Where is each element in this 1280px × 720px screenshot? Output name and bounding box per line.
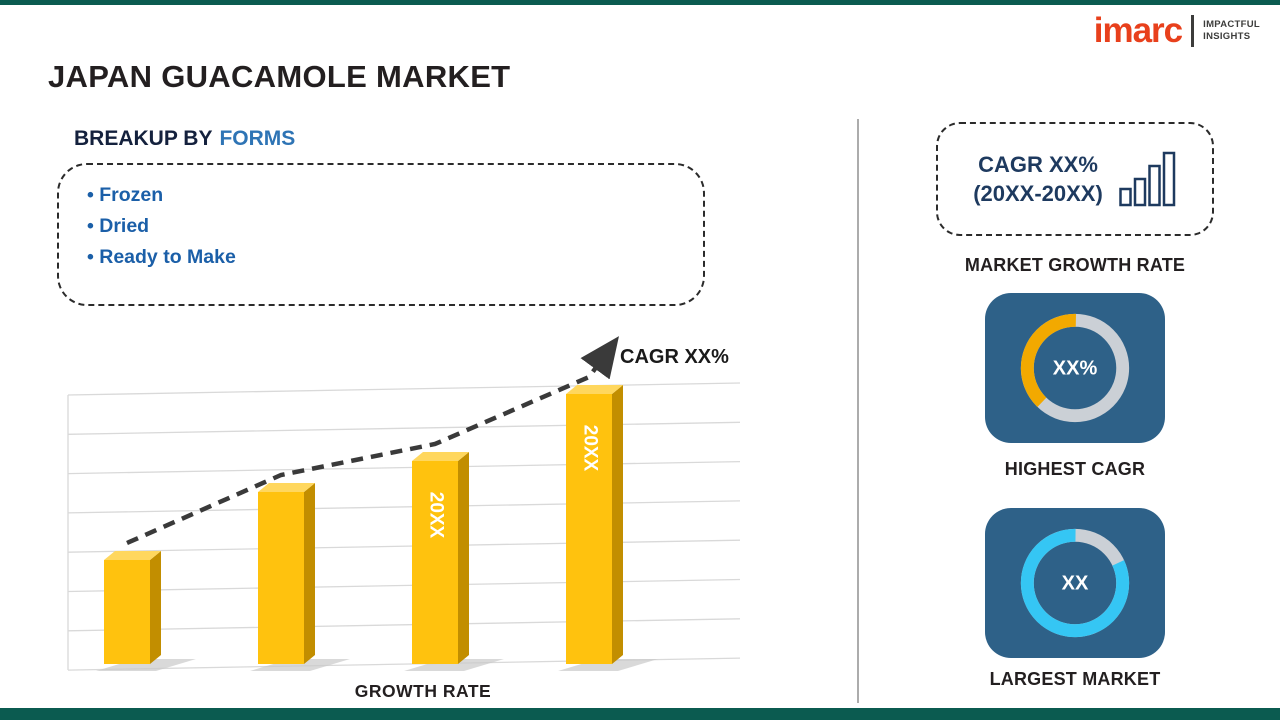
bar <box>258 492 304 664</box>
highest-cagr-label: HIGHEST CAGR <box>1004 459 1146 479</box>
bottom-accent-strip <box>0 708 1280 720</box>
gridline <box>67 618 741 632</box>
gridline <box>67 421 741 435</box>
vertical-divider <box>857 119 859 703</box>
logo-divider <box>1191 15 1195 47</box>
bar-side <box>458 452 469 664</box>
gridline <box>67 460 741 475</box>
breakup-forms-list: Frozen Dried Ready to Make <box>87 180 675 273</box>
market-growth-rate-label: MARKET GROWTH RATE <box>964 255 1186 275</box>
trend-cagr-label: CAGR XX% <box>620 346 729 368</box>
donut-center-value: XX <box>1062 573 1089 595</box>
page-title: JAPAN GUACAMOLE MARKET <box>48 59 511 94</box>
bar-shadow <box>250 659 350 671</box>
gridline <box>67 539 741 553</box>
donut-center-value: XX% <box>1053 358 1098 380</box>
logo-brand-text: imarc <box>1093 11 1183 51</box>
bar-side <box>612 385 623 664</box>
bar-label: 20XX <box>580 425 601 472</box>
bar-side <box>304 483 315 664</box>
bar-shadow <box>96 659 196 671</box>
list-item-ready-to-make: Ready to Make <box>87 242 675 273</box>
breakup-heading: BREAKUP BY FORMS <box>74 127 295 151</box>
list-item-dried: Dried <box>87 211 675 242</box>
logo-tagline: IMPACTFUL INSIGHTS <box>1203 19 1260 44</box>
bar-side <box>150 551 161 664</box>
bar-top <box>566 385 623 394</box>
list-item-frozen: Frozen <box>87 180 675 211</box>
cagr-box: CAGR XX% (20XX-20XX) <box>936 122 1214 236</box>
bar-shadow <box>404 659 504 671</box>
bar-label: 20XX <box>426 492 447 539</box>
top-accent-strip <box>0 0 1280 5</box>
breakup-forms-box: Frozen Dried Ready to Make <box>57 163 705 306</box>
bar-top <box>258 483 315 492</box>
bar-top <box>104 551 161 560</box>
donut-arc <box>1020 313 1130 423</box>
imarc-logo: imarc IMPACTFUL INSIGHTS <box>1093 11 1260 51</box>
bar <box>566 394 612 664</box>
highest-cagr-donut: XX% <box>1020 313 1130 423</box>
bar-top <box>412 452 469 461</box>
chart-shapes-layer: 20XX 20XX <box>67 336 741 671</box>
growth-rate-bar-chart: 20XX 20XX CAGR XX% GROWTH RATE <box>67 336 741 701</box>
trend-arrow <box>126 336 619 546</box>
cagr-text: CAGR XX% (20XX-20XX) <box>973 150 1103 208</box>
gridline <box>67 500 741 514</box>
bar <box>412 461 458 664</box>
bar-shadow <box>558 659 658 671</box>
logo-tagline-line1: IMPACTFUL <box>1203 18 1260 30</box>
highest-cagr-tile: XX% <box>985 293 1165 443</box>
largest-market-donut: XX <box>1020 528 1130 638</box>
gridline <box>67 578 741 593</box>
cagr-line2: (20XX-20XX) <box>973 181 1103 206</box>
largest-market-tile: XX <box>985 508 1165 658</box>
logo-tagline-line2: INSIGHTS <box>1203 31 1251 42</box>
gridline <box>67 382 741 396</box>
bar <box>104 560 150 664</box>
bar-chart-icon <box>1119 151 1176 207</box>
x-axis-label: GROWTH RATE <box>355 681 491 701</box>
breakup-heading-prefix: BREAKUP BY <box>74 127 213 150</box>
largest-market-label: LARGEST MARKET <box>989 669 1161 689</box>
breakup-heading-highlight: FORMS <box>219 127 296 150</box>
cagr-line1: CAGR XX% <box>978 151 1098 177</box>
